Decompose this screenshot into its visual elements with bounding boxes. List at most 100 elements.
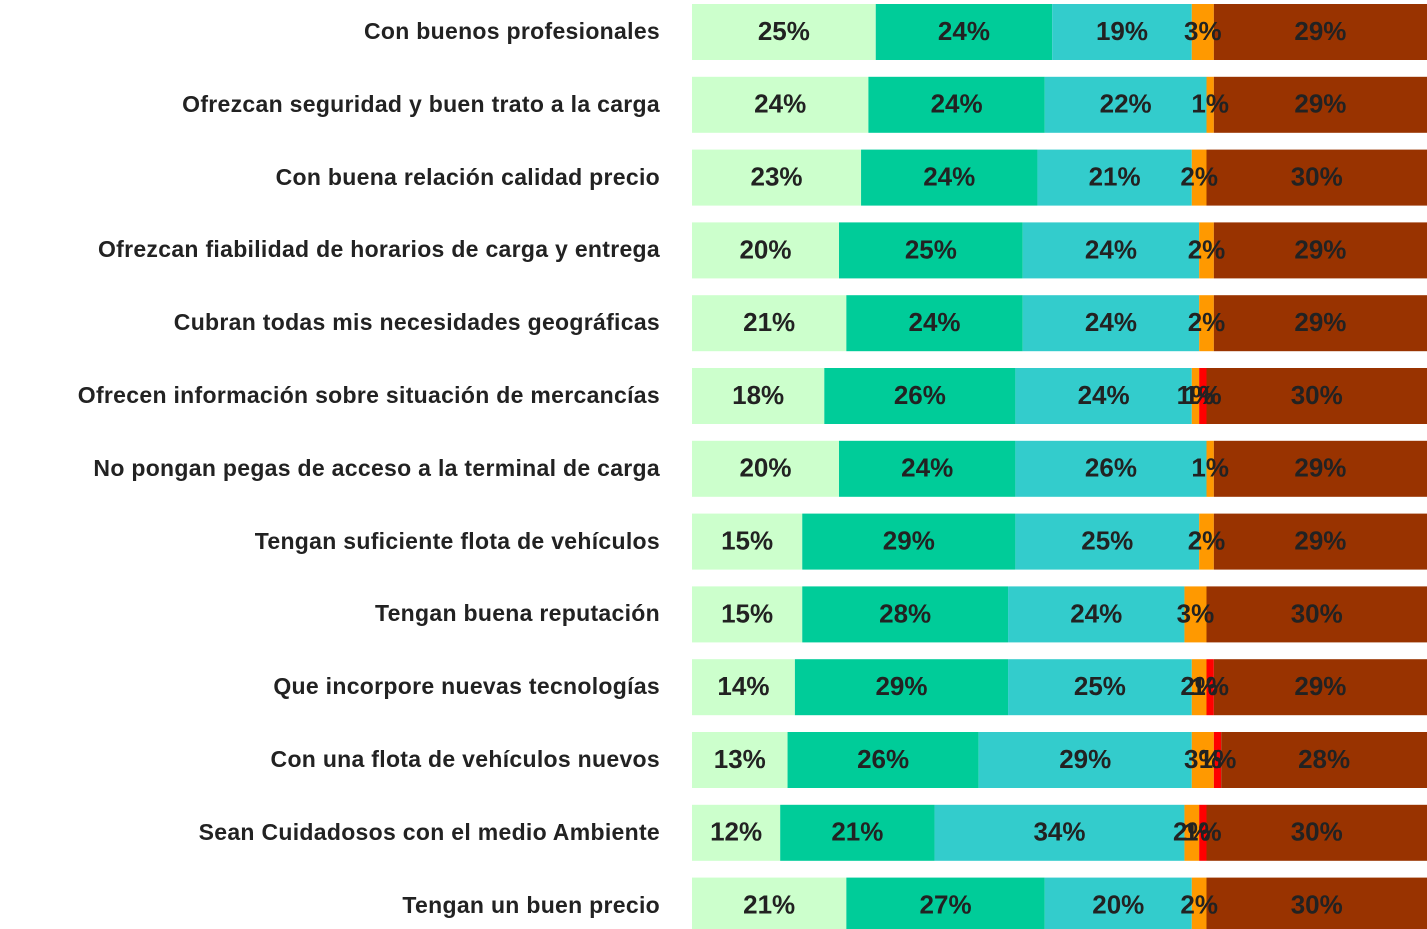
bar-segment: [692, 804, 781, 861]
value-label: 29%: [1294, 307, 1346, 337]
bar-segment: [1213, 295, 1427, 352]
value-label: 1%: [1184, 380, 1222, 410]
value-label: 12%: [710, 817, 762, 847]
category-label: Ofrezcan fiabilidad de horarios de carga…: [97, 236, 660, 263]
value-label: 24%: [923, 161, 975, 191]
bar-segment: [868, 76, 1045, 133]
value-label: 2%: [1188, 234, 1226, 264]
value-label: 21%: [1089, 161, 1141, 191]
value-label: 1%: [1191, 453, 1229, 483]
bar-segment: [1008, 659, 1192, 716]
value-label: 29%: [875, 671, 927, 701]
value-label: 3%: [1184, 16, 1222, 46]
value-label: 29%: [1059, 744, 1111, 774]
bar-segment: [1191, 149, 1207, 206]
value-label: 18%: [732, 380, 784, 410]
bar-segment: [1191, 659, 1207, 716]
value-label: 24%: [901, 453, 953, 483]
bar-segment: [1022, 295, 1200, 352]
value-label: 26%: [894, 380, 946, 410]
category-label: Con buena relación calidad precio: [275, 163, 660, 190]
value-label: 34%: [1033, 817, 1085, 847]
value-label: 15%: [721, 598, 773, 628]
bar-segment: [1037, 149, 1192, 206]
bar-segment: [839, 440, 1016, 497]
category-label: Cubran todas mis necesidades geográficas: [173, 309, 660, 336]
value-label: 25%: [758, 16, 810, 46]
value-label: 20%: [739, 453, 791, 483]
value-label: 20%: [739, 234, 791, 264]
bar-segment: [875, 4, 1053, 60]
bar-segment: [692, 222, 839, 279]
bar-segment: [1015, 513, 1200, 570]
value-label: 26%: [1085, 453, 1137, 483]
category-label: Ofrecen información sobre situación de m…: [77, 382, 660, 409]
value-label: 29%: [1294, 234, 1346, 264]
value-label: 3%: [1177, 598, 1215, 628]
value-label: 1%: [1177, 380, 1215, 410]
value-label: 2%: [1188, 525, 1226, 555]
value-label: 20%: [1092, 889, 1144, 919]
value-label: 1%: [1191, 89, 1229, 119]
value-label: 30%: [1291, 889, 1343, 919]
bar-segment: [1015, 368, 1192, 424]
bar-segment: [824, 368, 1016, 424]
bar-segment: [1044, 76, 1207, 133]
bar-segment: [1206, 586, 1427, 643]
category-label: Ofrezcan seguridad y buen trato a la car…: [182, 90, 660, 117]
value-label: 24%: [1085, 307, 1137, 337]
bar-segment: [692, 659, 795, 716]
value-label: 2%: [1180, 161, 1218, 191]
bar-segment: [1206, 368, 1427, 424]
bar-segment: [692, 149, 862, 206]
value-label: 22%: [1100, 89, 1152, 119]
value-label: 25%: [905, 234, 957, 264]
value-label: 24%: [1078, 380, 1130, 410]
bar-segment: [692, 877, 847, 929]
value-label: 29%: [883, 525, 935, 555]
bar-segment: [1191, 4, 1214, 60]
value-label: 27%: [920, 889, 972, 919]
value-label: 21%: [743, 889, 795, 919]
value-label: 21%: [831, 817, 883, 847]
value-label: 24%: [938, 16, 990, 46]
value-label: 24%: [754, 89, 806, 119]
value-label: 21%: [743, 307, 795, 337]
value-label: 29%: [1294, 16, 1346, 46]
value-label: 30%: [1291, 817, 1343, 847]
bar-segment: [978, 732, 1192, 788]
category-label: Tengan suficiente flota de vehículos: [254, 527, 660, 554]
bar-segment: [787, 732, 979, 788]
value-label: 29%: [1294, 453, 1346, 483]
bar-segment: [692, 440, 839, 497]
value-label: 1%: [1191, 671, 1229, 701]
bar-segment: [1213, 440, 1427, 497]
bar-segment: [934, 804, 1185, 861]
value-label: 3%: [1184, 744, 1222, 774]
bar-segment: [692, 4, 876, 60]
value-label: 26%: [857, 744, 909, 774]
bar-segment: [1191, 877, 1207, 929]
bar-segment: [1191, 732, 1214, 788]
value-label: 15%: [721, 525, 773, 555]
bar-segment: [692, 368, 825, 424]
bar-segment: [1199, 295, 1214, 352]
bar-segment: [839, 222, 1023, 279]
value-label: 24%: [1085, 234, 1137, 264]
value-label: 24%: [1070, 598, 1122, 628]
value-label: 30%: [1291, 161, 1343, 191]
bar-segment: [1022, 222, 1200, 279]
bar-segment: [802, 513, 1016, 570]
value-label: 1%: [1184, 817, 1222, 847]
bar-segment: [1199, 368, 1207, 424]
bar-segment: [1206, 877, 1427, 929]
bar-segment: [1213, 76, 1427, 133]
category-label: Tengan un buen precio: [402, 891, 660, 918]
bar-segment: [794, 659, 1009, 716]
bar-segment: [1206, 440, 1214, 497]
bar-segment: [692, 76, 869, 133]
bar-segment: [1206, 149, 1427, 206]
category-label: No pongan pegas de acceso a la terminal …: [93, 454, 660, 481]
